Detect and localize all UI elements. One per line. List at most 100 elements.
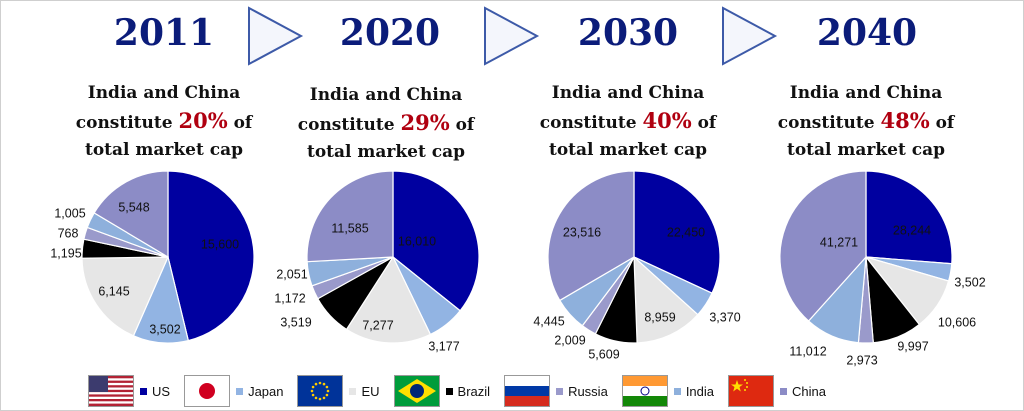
data-label-japan: 3,502 bbox=[954, 275, 985, 289]
caption-2011: India and China constitute 20% of total … bbox=[64, 80, 264, 164]
pie-slice-us bbox=[392, 170, 480, 312]
data-label-us: 28,244 bbox=[893, 223, 931, 237]
legend-swatch-japan bbox=[236, 387, 244, 395]
legend-swatch-us bbox=[140, 387, 147, 395]
data-label-russia: 2,973 bbox=[846, 353, 877, 367]
year-heading-2020: 2020 bbox=[339, 12, 441, 54]
data-label-india: 4,445 bbox=[533, 314, 564, 328]
legend-swatch-india bbox=[673, 387, 681, 395]
data-label-japan: 3,502 bbox=[149, 322, 180, 336]
pie-slice-eu bbox=[81, 256, 169, 337]
pie-charts: 15,600 3,502 6,145 1,195 768 1,005 5,548 16,010… bbox=[50, 170, 986, 367]
pie-chart-2040: 28,244 3,502 10,606 9,997 2,973 11,012 41,271 bbox=[779, 170, 986, 367]
data-label-brazil: 9,997 bbox=[897, 339, 928, 353]
percent-highlight: 20% bbox=[178, 108, 228, 133]
caption-line2: constitute 20% of bbox=[75, 108, 253, 133]
chevron-right-icon bbox=[484, 6, 540, 66]
legend-item-us: US bbox=[88, 375, 170, 407]
legend-swatch-russia bbox=[556, 387, 564, 395]
data-label-eu: 6,145 bbox=[98, 284, 129, 298]
caption-line2: constitute 29% of bbox=[297, 110, 475, 135]
chevron-right-icon bbox=[248, 6, 304, 66]
year-heading-2030: 2030 bbox=[577, 12, 679, 54]
legend-label: Brazil bbox=[457, 383, 491, 399]
data-label-japan: 3,177 bbox=[428, 339, 459, 353]
pie-slice-china bbox=[547, 170, 635, 302]
caption-line1: India and China bbox=[551, 83, 705, 103]
year-heading-2040: 2040 bbox=[816, 12, 918, 54]
caption-line1: India and China bbox=[87, 83, 241, 103]
legend-item-japan: Japan bbox=[184, 375, 283, 407]
legend-label: US bbox=[152, 383, 171, 399]
legend-item-india: India bbox=[621, 375, 715, 407]
pie-slice-us bbox=[633, 170, 721, 294]
china-flag-icon bbox=[728, 375, 775, 407]
data-label-brazil: 5,609 bbox=[588, 347, 619, 361]
data-label-russia: 2,009 bbox=[554, 333, 585, 347]
india-flag-icon bbox=[621, 375, 668, 407]
legend-label: Russia bbox=[568, 383, 608, 399]
percent-highlight: 48% bbox=[880, 108, 930, 133]
caption-line1: India and China bbox=[309, 85, 463, 105]
data-label-china: 23,516 bbox=[563, 225, 601, 239]
chevron-right-icon bbox=[722, 6, 778, 66]
data-label-japan: 3,370 bbox=[709, 310, 740, 324]
legend-item-china: China bbox=[728, 375, 826, 407]
data-label-brazil: 1,195 bbox=[50, 246, 81, 260]
data-label-us: 22,450 bbox=[667, 225, 705, 239]
pie-slice-china bbox=[779, 170, 867, 322]
japan-flag-icon bbox=[184, 375, 231, 407]
data-label-china: 41,271 bbox=[820, 235, 858, 249]
data-label-india: 1,005 bbox=[54, 206, 85, 220]
caption-line1: India and China bbox=[789, 83, 943, 103]
caption-line3: total market cap bbox=[786, 140, 945, 160]
legend-item-russia: Russia bbox=[504, 375, 608, 407]
data-label-us: 16,010 bbox=[398, 234, 436, 248]
legend-swatch-brazil bbox=[445, 387, 453, 395]
data-label-russia: 768 bbox=[58, 226, 79, 240]
caption-2020: India and China constitute 29% of total … bbox=[286, 82, 486, 166]
caption-line3: total market cap bbox=[548, 140, 707, 160]
pie-slice-china bbox=[93, 170, 169, 259]
eu-flag-icon bbox=[297, 375, 344, 407]
caption-2040: India and China constitute 48% of total … bbox=[766, 80, 966, 164]
percent-highlight: 40% bbox=[642, 108, 692, 133]
legend-swatch-eu bbox=[349, 387, 357, 395]
data-label-brazil: 3,519 bbox=[280, 315, 311, 329]
pie-slice-eu bbox=[345, 255, 432, 344]
percent-highlight: 29% bbox=[400, 110, 450, 135]
legend-label: Japan bbox=[248, 383, 284, 399]
data-label-china: 5,548 bbox=[118, 200, 149, 214]
legend-label: EU bbox=[361, 383, 380, 399]
us-flag-icon bbox=[88, 375, 134, 407]
data-label-us: 15,600 bbox=[201, 237, 239, 251]
data-label-eu: 7,277 bbox=[362, 318, 393, 332]
caption-line3: total market cap bbox=[306, 142, 465, 162]
caption-2030: India and China constitute 40% of total … bbox=[528, 80, 728, 164]
pie-slice-china bbox=[306, 170, 394, 263]
brazil-flag-icon bbox=[393, 375, 440, 407]
pie-slice-eu bbox=[633, 255, 699, 344]
caption-line2: constitute 48% of bbox=[777, 108, 955, 133]
data-label-russia: 1,172 bbox=[274, 291, 305, 305]
legend-item-brazil: Brazil bbox=[393, 375, 491, 407]
legend-label: India bbox=[685, 383, 715, 399]
legend-item-eu: EU bbox=[297, 375, 380, 407]
data-label-india: 2,051 bbox=[276, 267, 307, 281]
pie-slice-us bbox=[167, 170, 255, 342]
year-heading-2011: 2011 bbox=[113, 12, 215, 54]
legend-label: China bbox=[792, 383, 826, 399]
legend: US Japan EU Brazil bbox=[88, 375, 840, 407]
legend-swatch-china bbox=[780, 387, 788, 395]
pie-chart-2011: 15,600 3,502 6,145 1,195 768 1,005 5,548 bbox=[50, 170, 255, 344]
data-label-india: 11,012 bbox=[789, 344, 826, 358]
pie-slice-us bbox=[865, 170, 953, 265]
caption-line2: constitute 40% of bbox=[539, 108, 717, 133]
russia-flag-icon bbox=[504, 375, 551, 407]
data-label-china: 11,585 bbox=[331, 221, 368, 235]
caption-line3: total market cap bbox=[84, 140, 243, 160]
data-label-eu: 8,959 bbox=[644, 310, 675, 324]
data-label-eu: 10,606 bbox=[938, 315, 976, 329]
pie-chart-2020: 16,010 3,177 7,277 3,519 1,172 2,051 11,585 bbox=[274, 170, 480, 353]
